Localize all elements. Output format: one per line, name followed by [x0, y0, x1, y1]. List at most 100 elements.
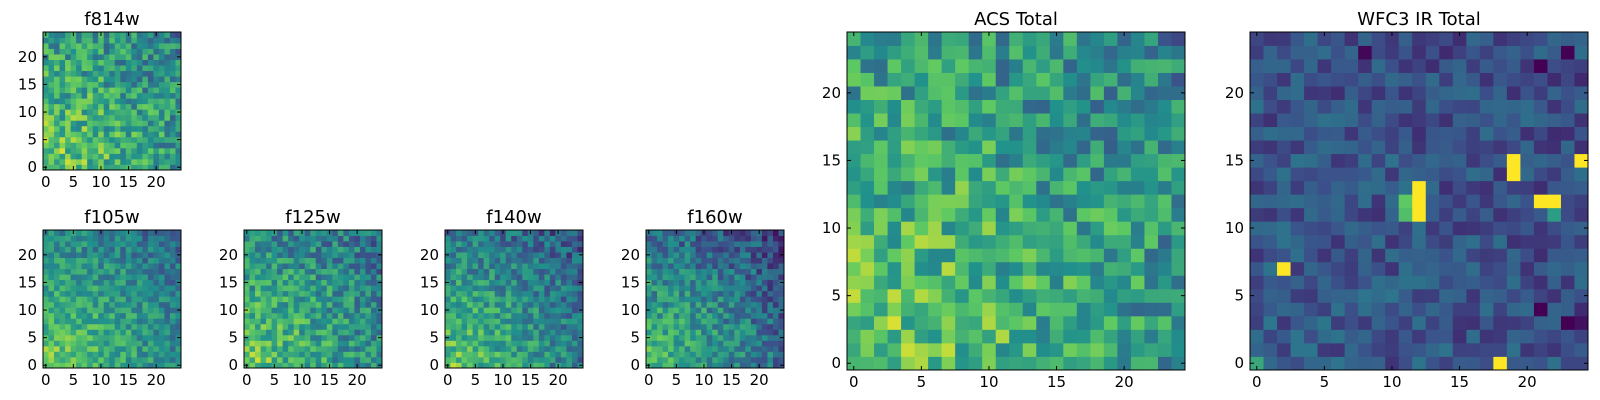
heatmap-cell: [706, 263, 713, 270]
heatmap-cell: [169, 147, 176, 154]
heatmap-cell: [750, 362, 757, 369]
heatmap-cell: [48, 351, 55, 358]
heatmap-cell: [717, 268, 724, 275]
heatmap-cell: [668, 351, 674, 358]
heatmap-cell: [175, 59, 182, 66]
heatmap-cell: [756, 241, 763, 247]
heatmap-cell: [1036, 342, 1051, 357]
heatmap-cell: [43, 356, 49, 363]
heatmap-cell: [478, 318, 485, 325]
heatmap-cell: [461, 246, 468, 253]
heatmap-cell: [54, 307, 60, 314]
heatmap-cell: [544, 290, 551, 297]
heatmap-cell: [125, 43, 132, 49]
heatmap-cell: [706, 257, 713, 264]
heatmap-cell: [511, 351, 518, 358]
heatmap-cell: [1130, 45, 1145, 60]
heatmap-cell: [321, 301, 328, 308]
heatmap-cell: [249, 246, 256, 253]
heatmap-cell: [120, 43, 127, 49]
heatmap-cell: [365, 307, 372, 314]
heatmap-cell: [571, 257, 578, 264]
heatmap-cell: [175, 285, 182, 292]
heatmap-cell: [249, 257, 256, 264]
heatmap-cell: [169, 98, 176, 105]
heatmap-cell: [914, 140, 929, 155]
heatmap-cell: [1398, 234, 1413, 249]
heatmap-cell: [456, 285, 462, 292]
heatmap-cell: [516, 356, 523, 363]
heatmap-cell: [282, 274, 289, 281]
heatmap-cell: [489, 246, 496, 253]
heatmap-cell: [158, 76, 165, 83]
heatmap-cell: [81, 65, 88, 72]
heatmap-cell: [1263, 72, 1278, 87]
heatmap-cell: [125, 345, 132, 352]
heatmap-cell: [1547, 234, 1562, 249]
heatmap-cell: [860, 275, 875, 290]
heatmap-cell: [1479, 32, 1494, 46]
heatmap-cell: [114, 312, 121, 319]
heatmap-cell: [70, 76, 77, 83]
heatmap-cell: [54, 164, 60, 171]
heatmap-cell: [673, 351, 680, 358]
heatmap-cell: [1277, 32, 1291, 46]
heatmap-cell: [1358, 59, 1373, 73]
heatmap-cell: [1344, 248, 1359, 263]
heatmap-cell: [70, 136, 77, 143]
heatmap-cell: [321, 356, 328, 363]
heatmap-cell: [114, 257, 121, 264]
heatmap-cell: [662, 307, 669, 314]
heatmap-cell: [560, 252, 567, 258]
heatmap-cell: [527, 318, 534, 325]
heatmap-cell: [365, 323, 372, 330]
heatmap-cell: [310, 362, 317, 369]
heatmap-cell: [955, 329, 970, 344]
heatmap-cell: [142, 142, 149, 149]
heatmap-cell: [712, 257, 719, 264]
heatmap-cell: [260, 351, 267, 358]
heatmap-cell: [120, 274, 127, 281]
heatmap-cell: [54, 235, 60, 242]
heatmap-cell: [59, 81, 66, 88]
heatmap-cell: [1479, 221, 1494, 236]
heatmap-cell: [544, 307, 551, 314]
heatmap-cell: [92, 257, 99, 264]
heatmap-cell: [1117, 342, 1132, 357]
heatmap-cell: [98, 257, 105, 264]
heatmap-cell: [43, 351, 49, 358]
heatmap-cell: [445, 301, 451, 308]
heatmap-cell: [142, 274, 149, 281]
heatmap-cell: [1412, 180, 1427, 195]
heatmap-cell: [266, 268, 272, 275]
heatmap-cell: [549, 362, 556, 369]
heatmap-cell: [136, 109, 143, 116]
heatmap-cell: [767, 279, 774, 286]
heatmap-cell: [1371, 275, 1386, 290]
heatmap-cell: [690, 351, 697, 358]
heatmap-cell: [1063, 315, 1078, 330]
heatmap-cell: [745, 285, 752, 292]
heatmap-cell: [70, 120, 77, 127]
heatmap-cell: [76, 136, 83, 143]
heatmap-cell: [1022, 153, 1037, 168]
heatmap-cell: [1520, 248, 1535, 263]
heatmap-cell: [315, 279, 322, 286]
heatmap-cell: [1157, 167, 1172, 182]
heatmap-cell: [1049, 207, 1064, 222]
heatmap-cell: [505, 274, 512, 281]
heatmap-cell: [544, 351, 551, 358]
heatmap-cell: [376, 340, 383, 347]
heatmap-cell: [175, 345, 182, 352]
heatmap-cell: [778, 285, 785, 292]
heatmap-cell: [1304, 167, 1318, 182]
heatmap-cell: [136, 43, 143, 49]
heatmap-cell: [1103, 261, 1118, 276]
heatmap-cell: [651, 263, 658, 270]
heatmap-cell: [92, 32, 99, 38]
heatmap-cell: [70, 114, 77, 121]
heatmap-cell: [1157, 86, 1172, 100]
heatmap-cell: [370, 252, 377, 258]
heatmap-cell: [142, 136, 149, 143]
